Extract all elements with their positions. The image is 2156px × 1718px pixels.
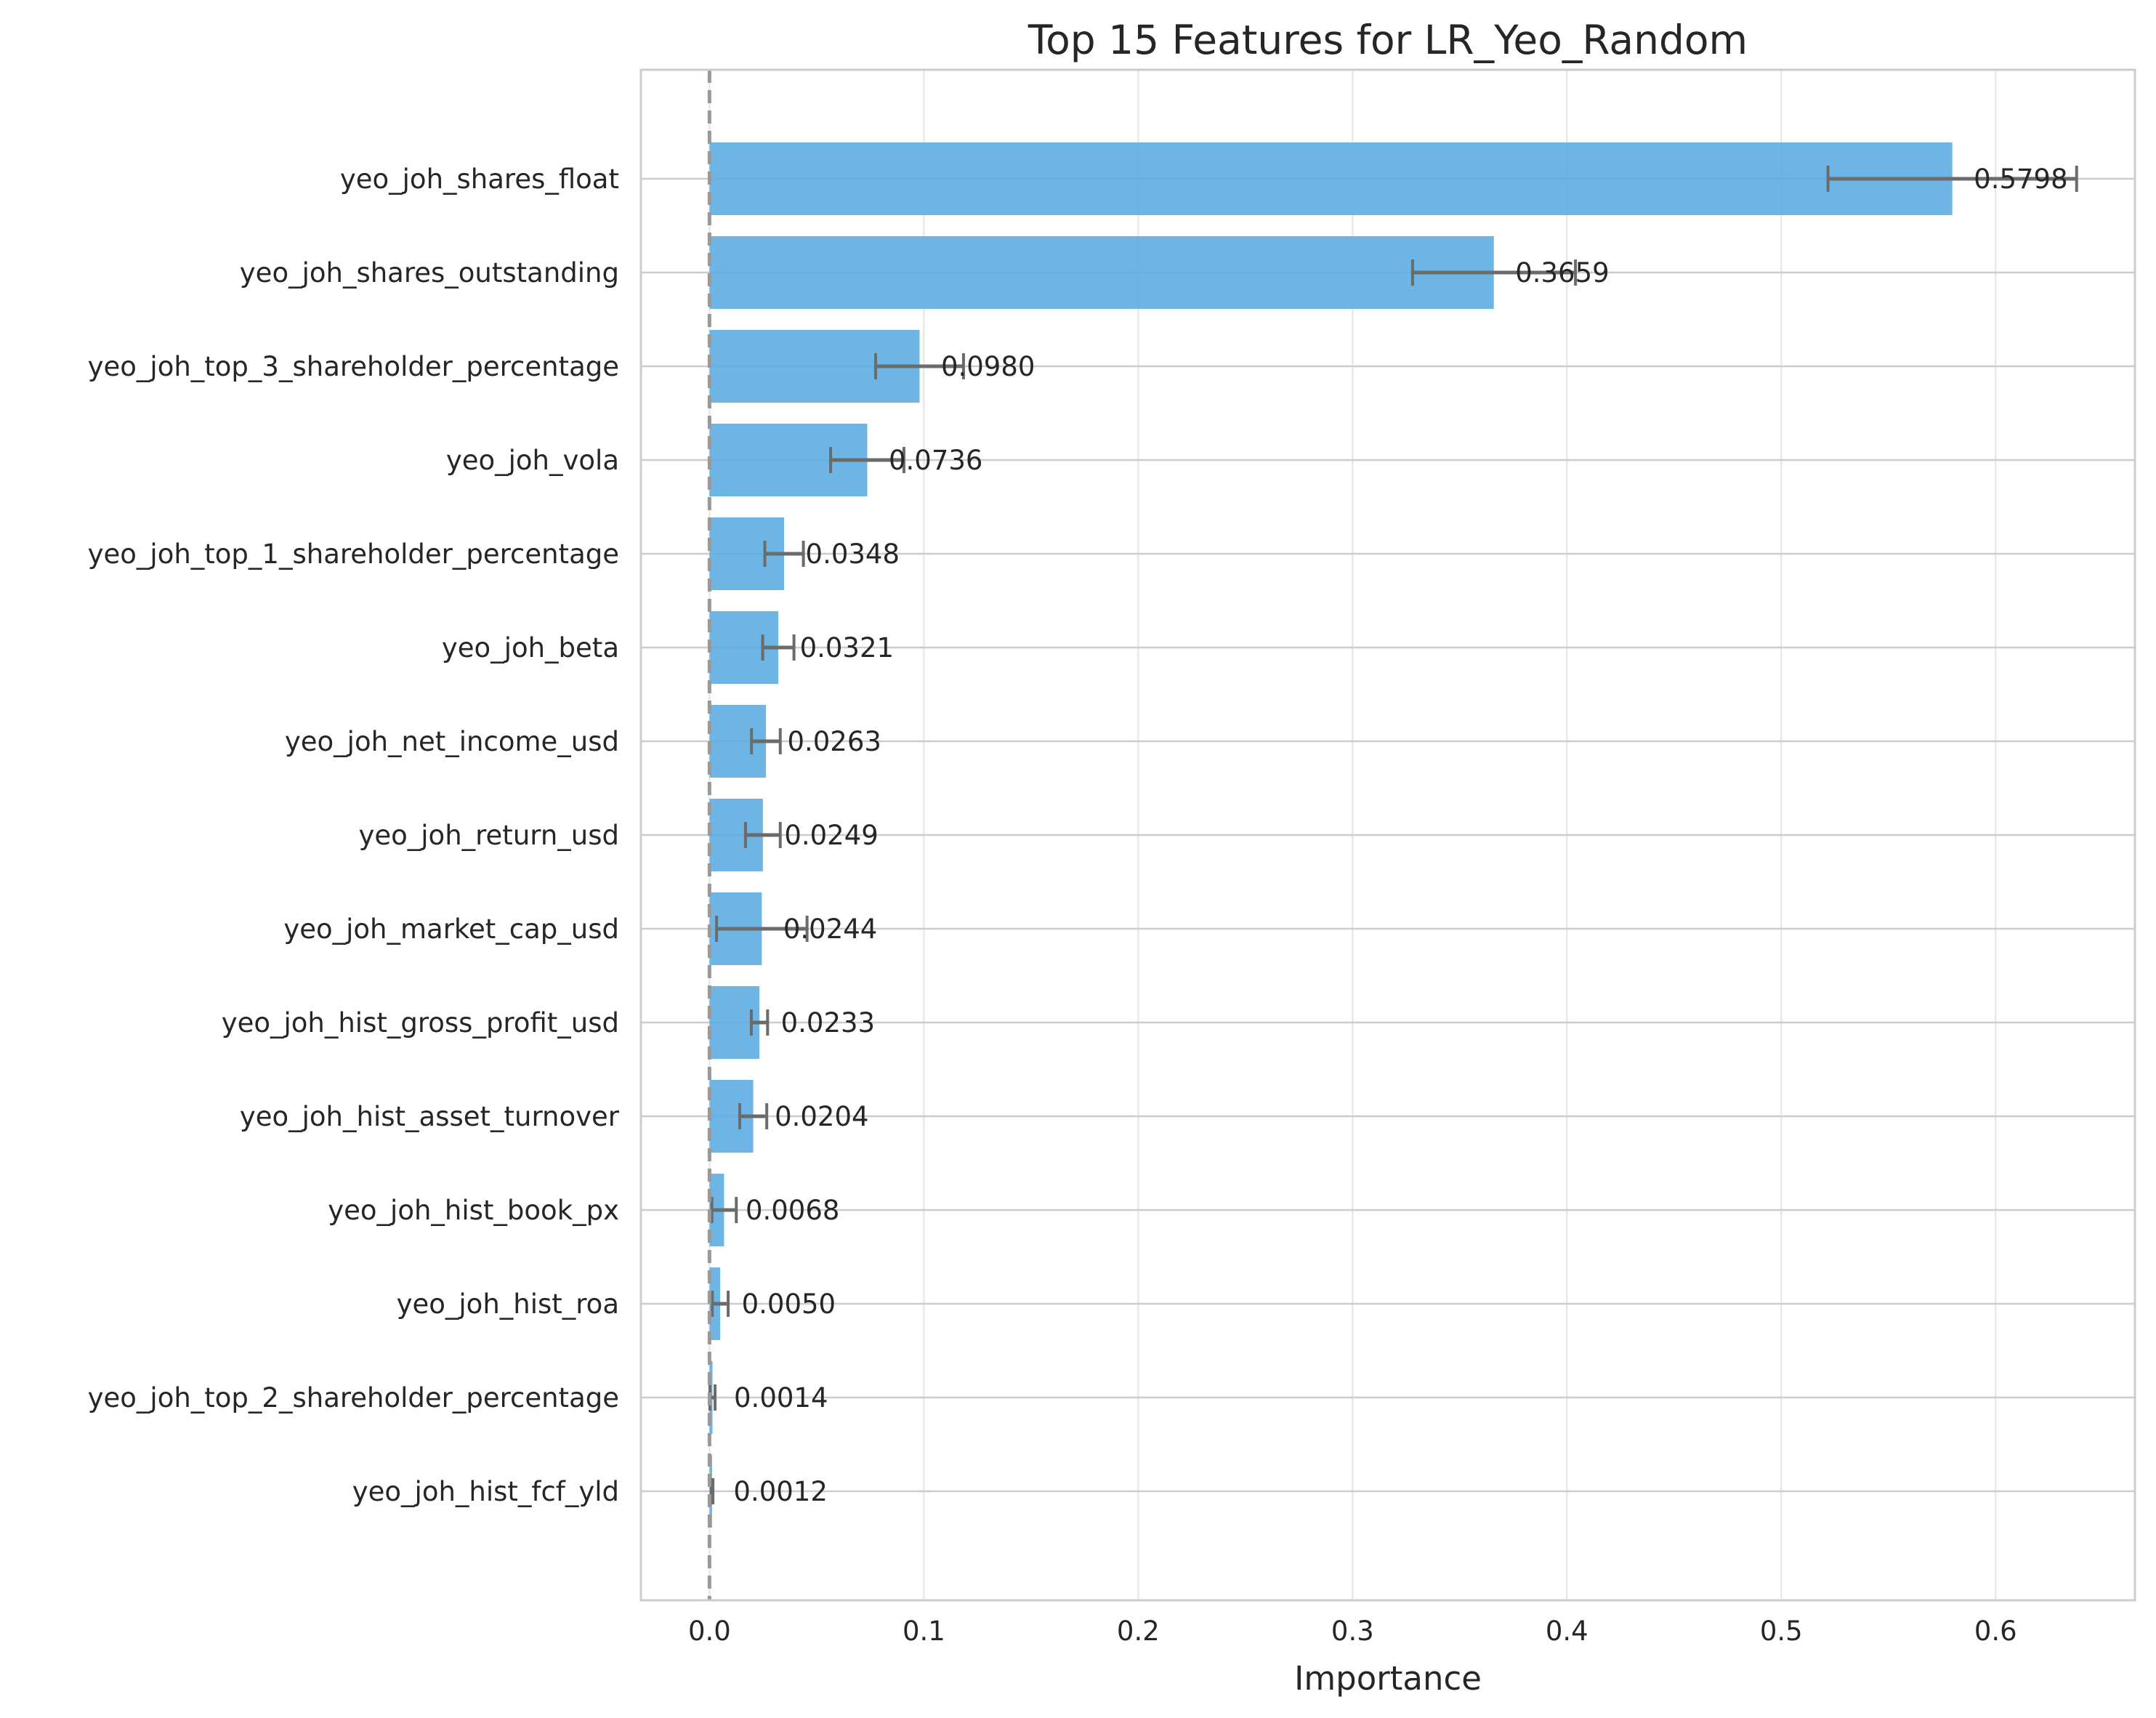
value-label: 0.0980 (941, 351, 1035, 382)
y-tick-label: yeo_joh_hist_book_px (328, 1195, 619, 1226)
value-label: 0.0014 (734, 1382, 828, 1413)
value-label: 0.0244 (783, 914, 877, 945)
value-label: 0.0348 (806, 539, 900, 570)
bar (709, 236, 1494, 309)
y-tick-labels: yeo_joh_shares_float yeo_joh_shares_outst… (88, 164, 620, 1507)
chart-title: Top 15 Features for LR_Yeo_Random (1027, 17, 1748, 63)
y-tick-label: yeo_joh_net_income_usd (285, 726, 619, 757)
value-label: 0.0321 (800, 632, 894, 664)
x-tick-label: 0.1 (903, 1616, 945, 1647)
y-tick-label: yeo_joh_top_2_shareholder_percentage (88, 1382, 619, 1413)
value-label: 0.0249 (784, 820, 878, 851)
x-tick-label: 0.5 (1760, 1616, 1803, 1647)
y-tick-label: yeo_joh_hist_gross_profit_usd (222, 1007, 619, 1039)
value-label: 0.0068 (746, 1195, 839, 1226)
x-tick-label: 0.3 (1331, 1616, 1374, 1647)
y-tick-label: yeo_joh_beta (442, 632, 619, 664)
x-tick-labels: 0.0 0.1 0.2 0.3 0.4 0.5 0.6 (688, 1616, 2017, 1647)
y-tick-label: yeo_joh_return_usd (358, 820, 619, 851)
value-label: 0.3659 (1515, 257, 1609, 289)
bars (709, 142, 1953, 1528)
y-tick-label: yeo_joh_hist_roa (397, 1288, 619, 1320)
value-label: 0.0050 (742, 1288, 836, 1320)
x-tick-label: 0.6 (1974, 1616, 2017, 1647)
value-label: 0.0263 (787, 726, 881, 757)
value-label: 0.0233 (781, 1007, 875, 1039)
y-tick-label: yeo_joh_shares_outstanding (240, 257, 619, 289)
y-tick-label: yeo_joh_market_cap_usd (283, 914, 619, 945)
plot-frame (639, 68, 2136, 1602)
y-tick-label: yeo_joh_hist_fcf_yld (352, 1476, 619, 1507)
y-tick-label: yeo_joh_hist_asset_turnover (240, 1101, 620, 1132)
x-tick-label: 0.2 (1117, 1616, 1160, 1647)
x-tick-label: 0.0 (688, 1616, 731, 1647)
y-tick-label: yeo_joh_vola (446, 445, 619, 476)
y-tick-label: yeo_joh_shares_float (340, 164, 619, 195)
value-label: 0.0012 (733, 1476, 827, 1507)
value-label: 0.0204 (775, 1101, 868, 1132)
x-axis-label: Importance (1294, 1659, 1482, 1698)
y-tick-label: yeo_joh_top_3_shareholder_percentage (88, 351, 619, 382)
error-bars (707, 70, 2078, 1600)
bar (709, 142, 1953, 215)
y-tick-label: yeo_joh_top_1_shareholder_percentage (88, 539, 619, 570)
x-tick-label: 0.4 (1546, 1616, 1588, 1647)
value-label: 0.5798 (1974, 164, 2067, 195)
value-labels: 0.5798 0.3659 0.0980 0.0736 0.0348 0.0321 0.02… (733, 164, 2067, 1507)
value-label: 0.0736 (889, 445, 982, 476)
